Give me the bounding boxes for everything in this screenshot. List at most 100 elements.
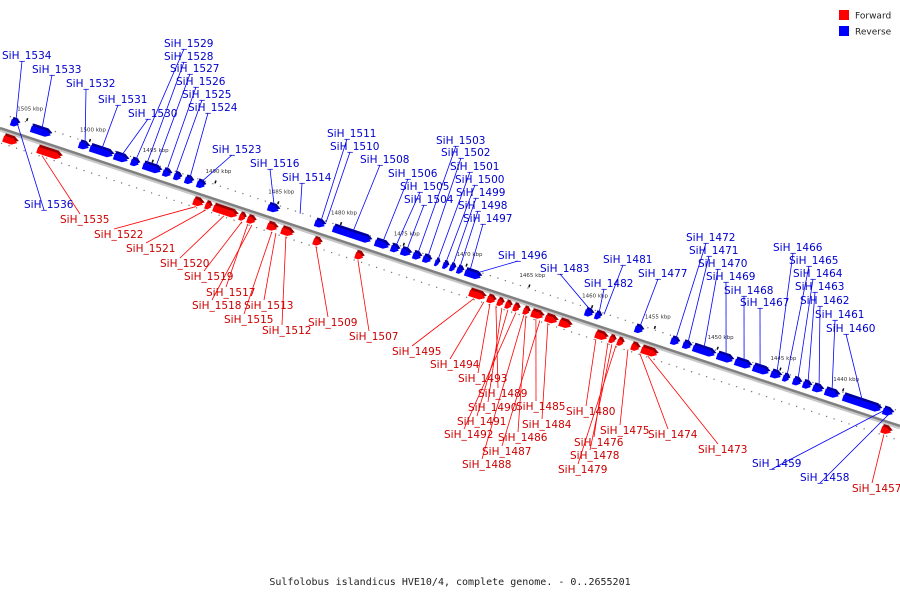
gene-label-sih-1499[interactable]: SiH_1499 xyxy=(456,187,505,199)
gene-label-sih-1502[interactable]: SiH_1502 xyxy=(441,147,490,159)
gene-label-sih-1530[interactable]: SiH_1530 xyxy=(128,108,177,120)
ruler-dot xyxy=(234,190,237,192)
gene-label-sih-1524[interactable]: SiH_1524 xyxy=(188,102,238,114)
gene-label-sih-1522[interactable]: SiH_1522 xyxy=(94,229,143,241)
gene-label-sih-1463[interactable]: SiH_1463 xyxy=(795,281,844,293)
gene-label-sih-1533[interactable]: SiH_1533 xyxy=(32,64,81,76)
gene-label-sih-1468[interactable]: SiH_1468 xyxy=(724,285,773,297)
gene-label-sih-1457[interactable]: SiH_1457 xyxy=(852,483,900,495)
gene-label-sih-1481[interactable]: SiH_1481 xyxy=(603,254,652,266)
gene-label-sih-1515[interactable]: SiH_1515 xyxy=(224,314,273,326)
gene-label-sih-1494[interactable]: SiH_1494 xyxy=(430,359,480,371)
gene-label-sih-1459[interactable]: SiH_1459 xyxy=(752,458,801,470)
gene-label-sih-1473[interactable]: SiH_1473 xyxy=(698,444,747,456)
leader-line xyxy=(819,409,894,484)
gene-label-sih-1467[interactable]: SiH_1467 xyxy=(740,297,789,309)
gene-label-sih-1501[interactable]: SiH_1501 xyxy=(450,161,499,173)
gene-label-sih-1518[interactable]: SiH_1518 xyxy=(192,300,241,312)
gene-label-sih-1478[interactable]: SiH_1478 xyxy=(570,450,619,462)
leader-line xyxy=(639,278,659,327)
gene-label-sih-1506[interactable]: SiH_1506 xyxy=(388,168,438,180)
gene-label-sih-1500[interactable]: SiH_1500 xyxy=(455,174,504,186)
reverse-gene-arrow xyxy=(691,344,715,357)
gene-label-sih-1485[interactable]: SiH_1485 xyxy=(516,401,565,413)
gene-label-sih-1507[interactable]: SiH_1507 xyxy=(349,331,398,343)
gene-label-sih-1527[interactable]: SiH_1527 xyxy=(170,63,219,75)
gene-label-sih-1484[interactable]: SiH_1484 xyxy=(522,419,572,431)
gene-label-sih-1458[interactable]: SiH_1458 xyxy=(800,472,849,484)
kbp-label: 1450 kbp xyxy=(708,335,734,341)
gene-label-sih-1532[interactable]: SiH_1532 xyxy=(66,78,115,90)
gene-label-sih-1536[interactable]: SiH_1536 xyxy=(24,199,74,211)
leader-line xyxy=(263,232,277,301)
gene-label-sih-1495[interactable]: SiH_1495 xyxy=(392,346,441,358)
gene-label-sih-1531[interactable]: SiH_1531 xyxy=(98,94,147,106)
forward-gene-arrow xyxy=(266,222,278,231)
gene-label-sih-1521[interactable]: SiH_1521 xyxy=(126,243,175,255)
gene-label-sih-1526[interactable]: SiH_1526 xyxy=(176,76,226,88)
gene-label-sih-1482[interactable]: SiH_1482 xyxy=(584,278,633,290)
gene-label-sih-1512[interactable]: SiH_1512 xyxy=(262,325,311,337)
leader-line xyxy=(639,353,669,430)
gene-label-sih-1474[interactable]: SiH_1474 xyxy=(648,429,698,441)
ruler-dot xyxy=(662,332,664,334)
gene-label-sih-1477[interactable]: SiH_1477 xyxy=(638,268,687,280)
ruler-dot xyxy=(69,135,72,138)
gene-label-sih-1476[interactable]: SiH_1476 xyxy=(574,437,624,449)
ruler-dot xyxy=(512,282,514,284)
gene-label-sih-1508[interactable]: SiH_1508 xyxy=(360,154,409,166)
gene-label-sih-1490[interactable]: SiH_1490 xyxy=(468,402,517,414)
gene-label-sih-1483[interactable]: SiH_1483 xyxy=(540,263,589,275)
gene-label-sih-1519[interactable]: SiH_1519 xyxy=(184,271,233,283)
gene-label-sih-1513[interactable]: SiH_1513 xyxy=(244,300,293,312)
gene-label-sih-1493[interactable]: SiH_1493 xyxy=(458,373,507,385)
leader-line xyxy=(411,298,475,347)
gene-label-sih-1479[interactable]: SiH_1479 xyxy=(558,464,607,476)
gene-label-sih-1461[interactable]: SiH_1461 xyxy=(815,309,864,321)
gene-label-sih-1535[interactable]: SiH_1535 xyxy=(60,214,109,226)
gene-label-sih-1523[interactable]: SiH_1523 xyxy=(212,144,261,156)
gene-label-sih-1462[interactable]: SiH_1462 xyxy=(800,295,849,307)
gene-label-sih-1480[interactable]: SiH_1480 xyxy=(566,406,615,418)
gene-label-sih-1464[interactable]: SiH_1464 xyxy=(793,268,843,280)
gene-label-sih-1491[interactable]: SiH_1491 xyxy=(457,416,506,428)
ruler-dot xyxy=(188,204,190,207)
kbp-tick xyxy=(151,159,154,163)
gene-label-sih-1505[interactable]: SiH_1505 xyxy=(400,181,449,193)
gene-label-sih-1528[interactable]: SiH_1528 xyxy=(164,51,213,63)
gene-label-sih-1517[interactable]: SiH_1517 xyxy=(206,287,255,299)
gene-label-sih-1529[interactable]: SiH_1529 xyxy=(164,38,213,50)
gene-label-sih-1509[interactable]: SiH_1509 xyxy=(308,317,357,329)
gene-label-sih-1504[interactable]: SiH_1504 xyxy=(404,194,454,206)
gene-label-sih-1516[interactable]: SiH_1516 xyxy=(250,158,300,170)
label-leaders xyxy=(15,48,894,484)
gene-label-sih-1514[interactable]: SiH_1514 xyxy=(282,172,332,184)
gene-label-sih-1471[interactable]: SiH_1471 xyxy=(689,245,738,257)
kbp-label: 1500 kbp xyxy=(80,127,106,133)
gene-label-sih-1511[interactable]: SiH_1511 xyxy=(327,128,376,140)
leader-line xyxy=(807,291,816,382)
gene-label-sih-1460[interactable]: SiH_1460 xyxy=(826,323,875,335)
gene-label-sih-1475[interactable]: SiH_1475 xyxy=(600,425,649,437)
gene-label-sih-1492[interactable]: SiH_1492 xyxy=(444,429,493,441)
gene-label-sih-1465[interactable]: SiH_1465 xyxy=(789,255,838,267)
gene-label-sih-1486[interactable]: SiH_1486 xyxy=(498,432,548,444)
gene-label-sih-1472[interactable]: SiH_1472 xyxy=(686,232,735,244)
ruler-dot xyxy=(894,409,897,411)
gene-label-sih-1497[interactable]: SiH_1497 xyxy=(463,213,512,225)
gene-label-sih-1525[interactable]: SiH_1525 xyxy=(182,89,231,101)
gene-label-sih-1496[interactable]: SiH_1496 xyxy=(498,250,548,262)
gene-label-sih-1520[interactable]: SiH_1520 xyxy=(160,258,209,270)
gene-label-sih-1534[interactable]: SiH_1534 xyxy=(2,50,52,62)
gene-label-sih-1469[interactable]: SiH_1469 xyxy=(706,271,755,283)
gene-label-sih-1510[interactable]: SiH_1510 xyxy=(330,141,379,153)
gene-label-sih-1470[interactable]: SiH_1470 xyxy=(698,258,747,270)
gene-label-sih-1487[interactable]: SiH_1487 xyxy=(482,446,531,458)
gene-label-sih-1466[interactable]: SiH_1466 xyxy=(773,242,823,254)
gene-label-sih-1489[interactable]: SiH_1489 xyxy=(478,388,527,400)
ruler-dot xyxy=(782,371,784,374)
gene-label-sih-1498[interactable]: SiH_1498 xyxy=(458,200,507,212)
gene-label-sih-1488[interactable]: SiH_1488 xyxy=(462,459,511,471)
gene-label-sih-1503[interactable]: SiH_1503 xyxy=(436,135,485,147)
